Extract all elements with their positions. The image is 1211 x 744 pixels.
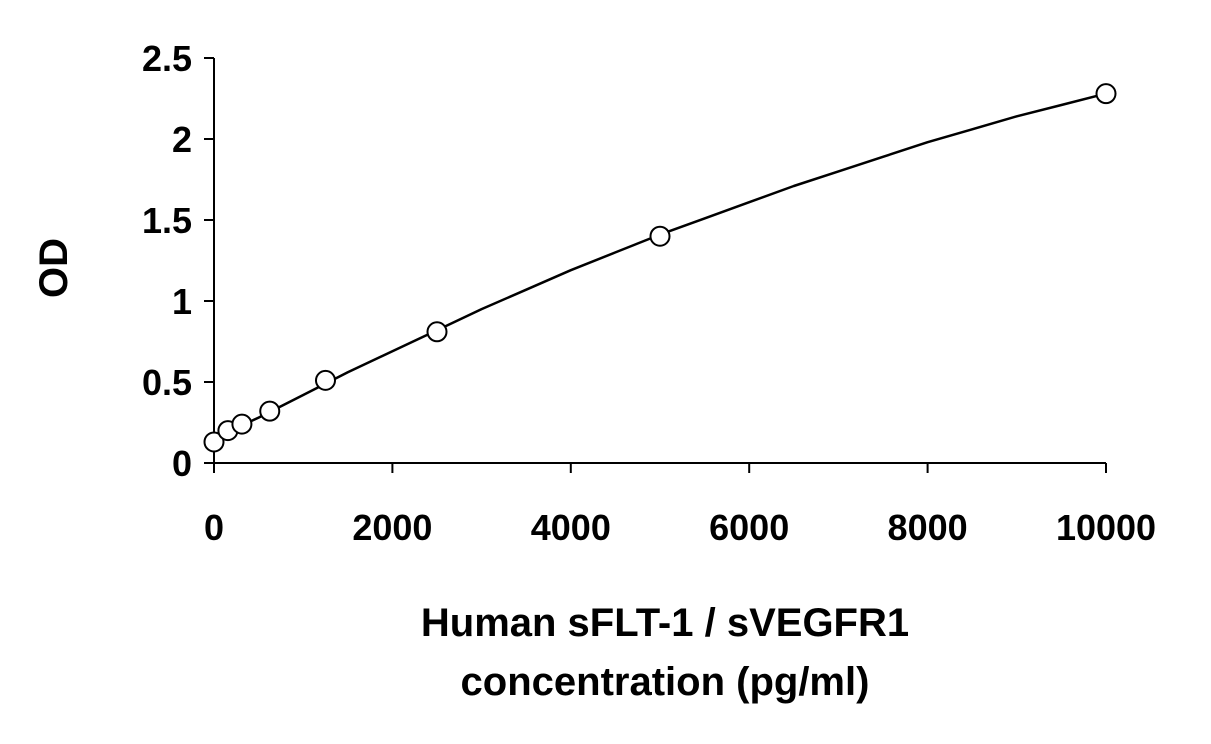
x-tick-label: 6000 — [709, 507, 789, 548]
fit-curve-layer — [213, 92, 1107, 440]
x-tick-labels: 0 2000 4000 6000 8000 10000 — [204, 507, 1156, 548]
y-tick-label: 1.5 — [142, 200, 192, 241]
data-point — [1095, 83, 1117, 105]
x-axis-title-line-1: Human sFLT-1 / sVEGFR1 — [421, 601, 909, 645]
y-tick-label: 1 — [172, 281, 192, 322]
fit-curve — [213, 92, 1107, 440]
data-point — [231, 413, 253, 435]
y-axis-title: OD — [32, 238, 76, 298]
y-tick-labels: 0 0.5 1 1.5 2 2.5 — [142, 38, 192, 484]
data-point — [203, 431, 225, 453]
x-axis-title-line-2: concentration (pg/ml) — [461, 660, 870, 704]
y-tick-label: 2 — [172, 119, 192, 160]
y-tick-label: 0.5 — [142, 362, 192, 403]
data-points-layer — [203, 83, 1117, 453]
data-point — [649, 225, 671, 247]
data-point — [426, 321, 448, 343]
x-tick-label: 10000 — [1056, 507, 1156, 548]
y-tick-label: 0 — [172, 443, 192, 484]
x-tick-label: 8000 — [888, 507, 968, 548]
x-tick-label: 2000 — [352, 507, 432, 548]
data-point — [315, 369, 336, 391]
data-point — [259, 400, 281, 422]
x-tick-label: 0 — [204, 507, 224, 548]
x-tick-label: 4000 — [531, 507, 611, 548]
y-tick-label: 2.5 — [142, 38, 192, 79]
axes — [204, 57, 1107, 473]
